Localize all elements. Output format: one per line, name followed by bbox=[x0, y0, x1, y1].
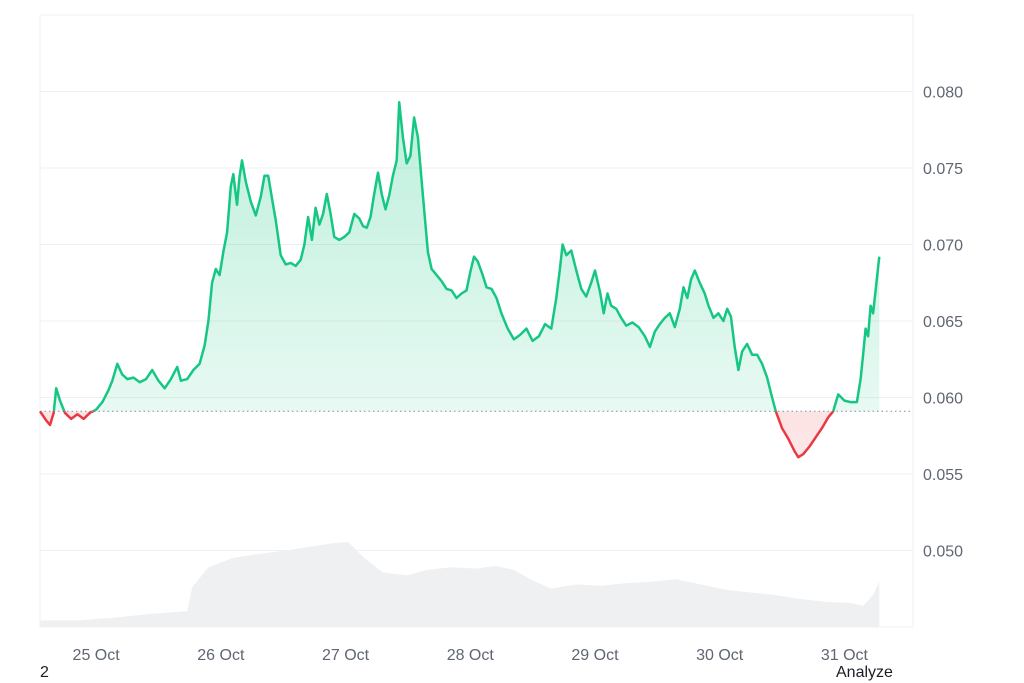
price-line-up bbox=[40, 100, 881, 412]
price-area-up bbox=[53, 102, 880, 412]
price-area-down bbox=[40, 411, 880, 458]
y-tick-label: 0.065 bbox=[923, 314, 963, 331]
x-tick-label: 25 Oct bbox=[73, 647, 121, 664]
y-tick-label: 0.080 bbox=[923, 85, 963, 102]
y-tick-label: 0.070 bbox=[923, 238, 963, 255]
x-tick-label: 30 Oct bbox=[696, 647, 744, 664]
footer-left-text: 2 bbox=[40, 664, 49, 681]
y-tick-label: 0.075 bbox=[923, 161, 963, 178]
y-tick-label: 0.060 bbox=[923, 391, 963, 408]
y-tick-label: 0.055 bbox=[923, 467, 963, 484]
volume-area bbox=[40, 542, 880, 627]
x-tick-label: 29 Oct bbox=[571, 647, 619, 664]
x-tick-label: 31 Oct bbox=[821, 647, 869, 664]
analyze-link[interactable]: Analyze bbox=[836, 664, 893, 681]
y-tick-label: 0.050 bbox=[923, 544, 963, 561]
y-axis: 0.080 0.075 0.070 0.065 0.060 0.055 0.050 bbox=[923, 85, 963, 561]
x-tick-label: 28 Oct bbox=[447, 647, 495, 664]
x-axis: 25 Oct 26 Oct 27 Oct 28 Oct 29 Oct 30 Oct 31 O… bbox=[73, 647, 869, 664]
x-tick-label: 27 Oct bbox=[322, 647, 370, 664]
x-tick-label: 26 Oct bbox=[197, 647, 245, 664]
